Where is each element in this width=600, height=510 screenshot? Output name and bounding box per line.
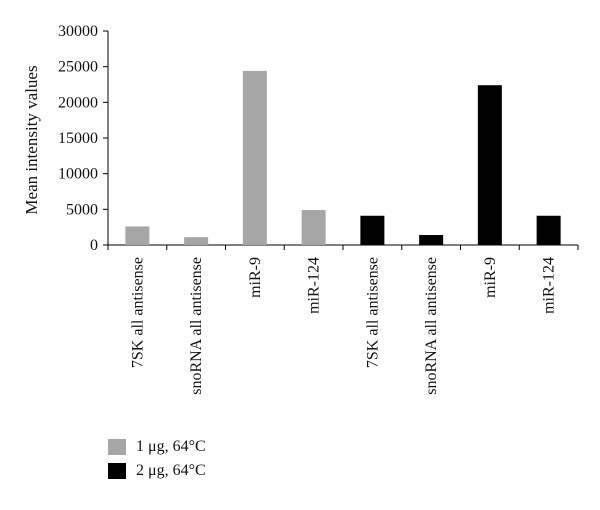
x-tick-label: 7SK all antisense — [129, 257, 146, 368]
x-tick-label: miR-9 — [482, 257, 499, 298]
y-tick-label: 0 — [90, 237, 98, 254]
legend-label-series-2: 2 μg, 64°C — [136, 462, 206, 479]
bar-7 — [477, 85, 502, 245]
x-tick-label: snoRNA all antisense — [188, 257, 205, 395]
bar-4 — [301, 210, 326, 245]
legend-item-series-2: 2 μg, 64°C — [108, 460, 206, 482]
bar-chart: 0 5000 10000 15000 20000 25000 30000 7SK all a… — [22, 23, 579, 395]
y-tick-label: 5000 — [66, 201, 98, 218]
x-tick-label: snoRNA all antisense — [423, 257, 440, 395]
x-tick-label: miR-9 — [247, 257, 264, 298]
y-tick-label: 15000 — [58, 130, 98, 147]
bar-6 — [419, 235, 444, 245]
y-tick-label: 25000 — [58, 59, 98, 76]
x-tick-label: miR-124 — [541, 257, 558, 314]
y-tick-label: 20000 — [58, 94, 98, 111]
y-tick-label: 30000 — [58, 23, 98, 40]
y-axis-label: Mean intensity values — [22, 65, 41, 214]
y-axis: 0 5000 10000 15000 20000 25000 30000 — [58, 23, 109, 254]
legend-swatch-series-2 — [108, 463, 126, 479]
bar-1 — [125, 226, 150, 245]
x-tick-label: miR-124 — [306, 257, 323, 314]
legend: 1 μg, 64°C 2 μg, 64°C — [108, 436, 206, 484]
x-tick-label: 7SK all antisense — [364, 257, 381, 368]
bar-3 — [242, 70, 267, 246]
x-axis: 7SK all antisense snoRNA all antisense miR… — [107, 244, 579, 395]
y-tick-label: 10000 — [58, 166, 98, 183]
bar-5 — [360, 215, 385, 245]
legend-item-series-1: 1 μg, 64°C — [108, 436, 206, 458]
legend-label-series-1: 1 μg, 64°C — [136, 438, 206, 455]
bar-8 — [536, 215, 561, 245]
bars — [125, 70, 561, 246]
bar-2 — [184, 237, 209, 245]
legend-swatch-series-1 — [108, 439, 126, 455]
